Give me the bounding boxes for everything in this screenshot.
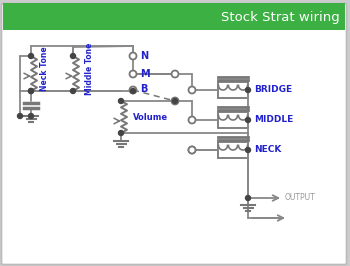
Circle shape bbox=[119, 98, 124, 103]
FancyBboxPatch shape bbox=[1, 3, 346, 264]
Text: BRIDGE: BRIDGE bbox=[254, 85, 292, 94]
Circle shape bbox=[28, 114, 34, 118]
Circle shape bbox=[119, 131, 124, 135]
Text: NECK: NECK bbox=[254, 146, 281, 155]
Circle shape bbox=[70, 89, 76, 94]
Text: B: B bbox=[140, 84, 147, 94]
Circle shape bbox=[28, 53, 34, 59]
Text: N: N bbox=[140, 51, 148, 61]
Circle shape bbox=[70, 53, 76, 59]
Text: OUTPUT: OUTPUT bbox=[285, 193, 316, 202]
Text: M: M bbox=[140, 69, 150, 79]
Circle shape bbox=[18, 114, 22, 118]
Circle shape bbox=[245, 118, 251, 123]
Circle shape bbox=[172, 98, 178, 105]
Circle shape bbox=[189, 147, 196, 153]
Text: Middle Tone: Middle Tone bbox=[85, 43, 94, 95]
Bar bbox=[3, 3, 345, 30]
Bar bbox=[218, 142, 248, 158]
Text: Stock Strat wiring: Stock Strat wiring bbox=[221, 10, 340, 23]
Text: Neck Tone: Neck Tone bbox=[40, 47, 49, 91]
Circle shape bbox=[28, 89, 34, 94]
Circle shape bbox=[130, 70, 136, 77]
Circle shape bbox=[245, 196, 251, 201]
Circle shape bbox=[245, 88, 251, 93]
Circle shape bbox=[189, 86, 196, 94]
Circle shape bbox=[28, 89, 34, 94]
Circle shape bbox=[173, 98, 177, 103]
Circle shape bbox=[245, 148, 251, 152]
Text: MIDDLE: MIDDLE bbox=[254, 115, 293, 124]
Circle shape bbox=[172, 70, 178, 77]
Circle shape bbox=[131, 89, 135, 94]
Text: Volume: Volume bbox=[133, 113, 168, 122]
Circle shape bbox=[189, 147, 196, 153]
Circle shape bbox=[130, 52, 136, 60]
Bar bbox=[218, 82, 248, 98]
Circle shape bbox=[189, 117, 196, 123]
Circle shape bbox=[130, 86, 136, 94]
Bar bbox=[218, 112, 248, 128]
